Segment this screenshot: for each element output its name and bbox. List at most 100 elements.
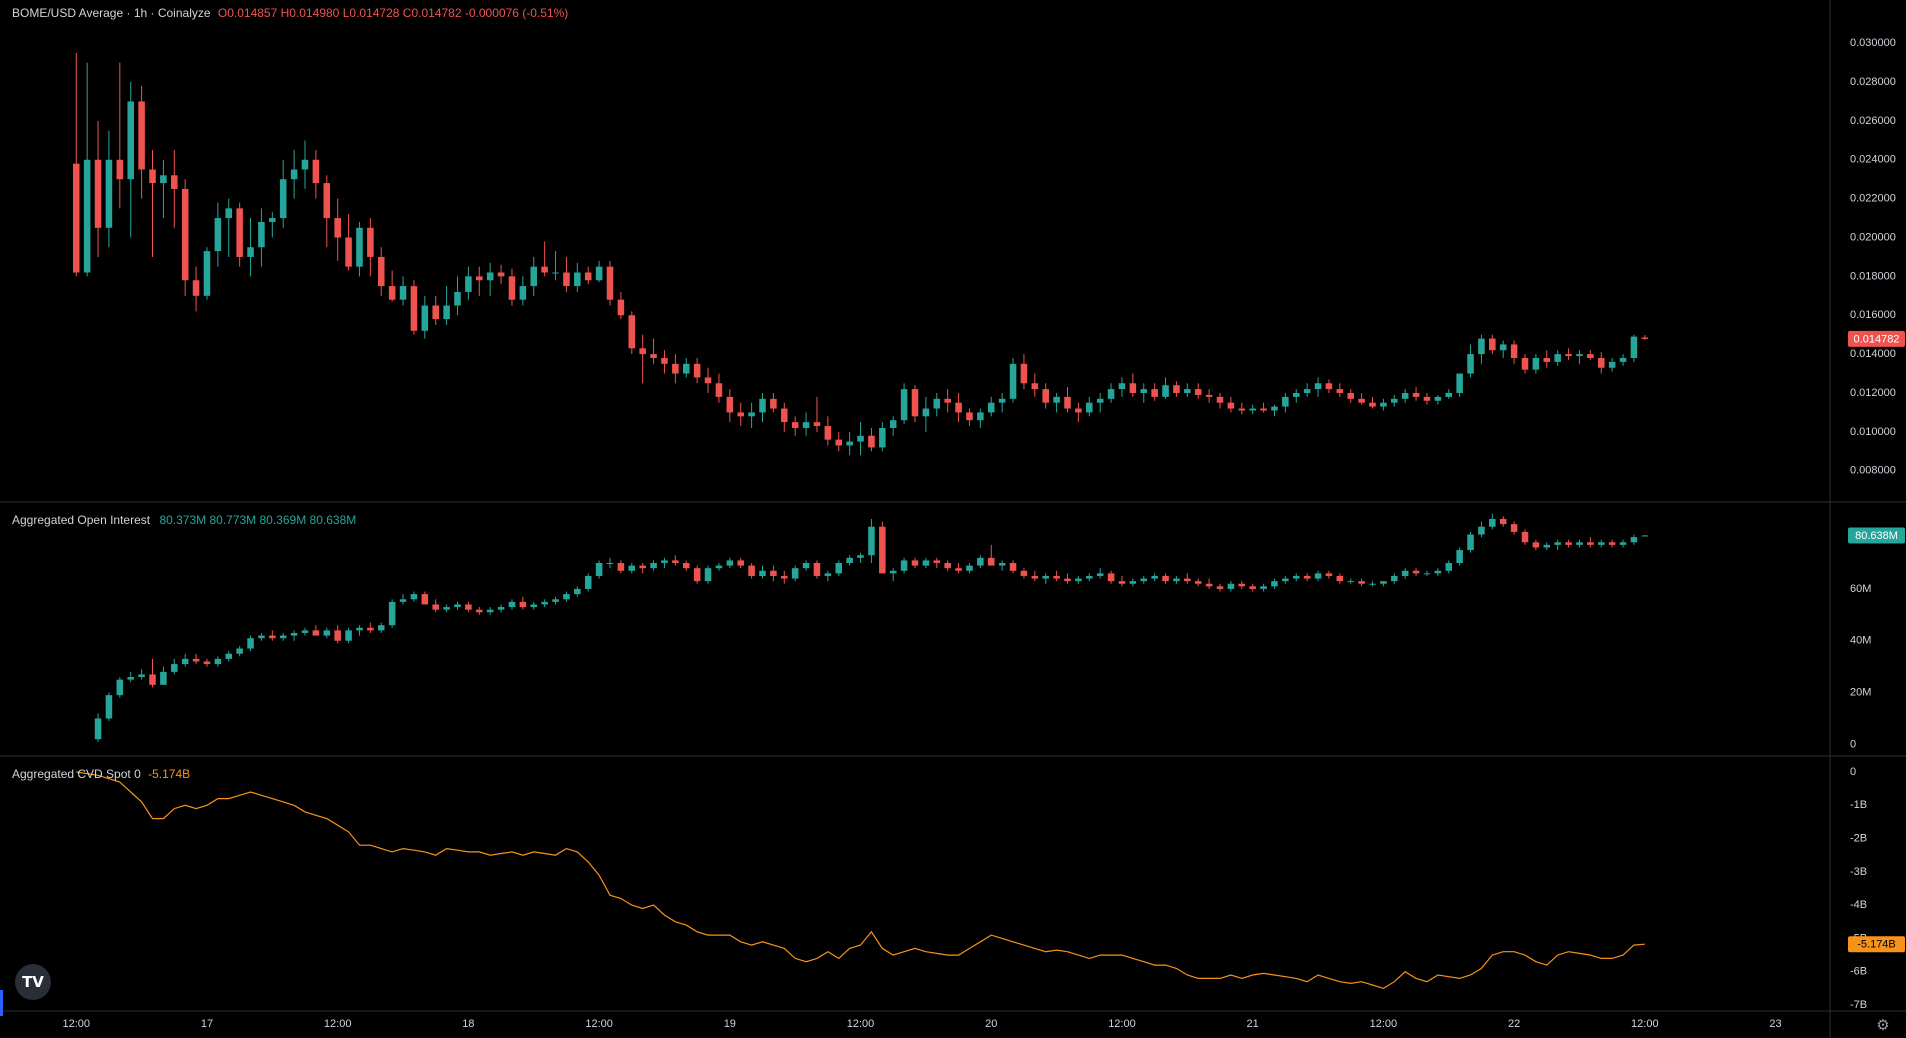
open-interest-legend: Aggregated Open Interest 80.373M 80.773M…	[12, 513, 356, 527]
price-candle-body	[759, 398, 766, 413]
oi-candle-body	[911, 560, 919, 566]
oi-candle-body	[1347, 581, 1354, 583]
oi-candle-body	[203, 661, 211, 665]
price-candle-body	[1554, 354, 1561, 362]
price-candle-body	[770, 398, 777, 409]
price-tick-label: 0.012000	[1850, 387, 1896, 399]
oi-candle-body	[399, 599, 407, 602]
high-label: H	[280, 6, 290, 20]
oi-candle-body	[1314, 573, 1322, 579]
oi-candle-body	[312, 630, 320, 636]
oi-candle-body	[715, 565, 723, 569]
price-candle-body	[519, 286, 527, 300]
oi-candle-body	[704, 568, 712, 582]
oi-candle-body	[530, 604, 538, 608]
price-candle-body	[312, 159, 320, 184]
price-candle-body	[1118, 383, 1126, 390]
oi-candle-body	[1423, 573, 1431, 575]
oi-candle-body	[1173, 578, 1180, 582]
oi-candle-body	[214, 658, 222, 665]
oi-candle-body	[269, 635, 276, 639]
oi-candle-body	[181, 658, 189, 665]
oi-values: 80.373M 80.773M 80.369M 80.638M	[159, 513, 357, 527]
oi-candle-body	[574, 588, 581, 595]
oi-candle-body	[116, 679, 124, 696]
price-candle-body	[171, 175, 178, 189]
price-candle-body	[410, 286, 418, 331]
price-candle-body	[1009, 363, 1017, 399]
price-candle-body	[650, 354, 657, 359]
oi-candle-body	[1118, 581, 1126, 584]
price-candle-body	[465, 276, 472, 292]
price-candle-body	[1129, 383, 1137, 393]
oi-candle-body	[998, 563, 1006, 566]
price-candle-body	[432, 305, 439, 320]
price-candle-body	[1445, 392, 1453, 397]
price-candle-body	[1641, 337, 1649, 339]
time-tick-label: 12:00	[62, 1018, 90, 1030]
oi-candle-body	[1249, 586, 1256, 589]
price-candle-body	[748, 412, 755, 417]
price-candle-body	[1608, 361, 1616, 368]
price-candle-body	[1336, 389, 1344, 393]
price-candle-body	[181, 188, 189, 281]
price-candle-body	[1075, 408, 1082, 413]
oi-candle-body	[497, 607, 505, 610]
price-candle-body	[279, 179, 287, 219]
oi-candle-body	[693, 568, 701, 582]
price-tick-label: 0.016000	[1850, 309, 1896, 321]
price-tick-label: 0.018000	[1850, 270, 1896, 282]
oi-candle-body	[1042, 575, 1049, 579]
oi-candle-body	[1467, 534, 1474, 551]
price-candle-body	[530, 266, 538, 287]
price-candle-body	[1194, 389, 1202, 395]
cvd-tick-label: -2B	[1850, 832, 1867, 844]
price-candle-body	[791, 422, 799, 428]
price-candle-body	[781, 408, 788, 423]
cvd-last-value: -5.174B	[1857, 939, 1896, 951]
oi-candle-body	[1194, 581, 1202, 584]
oi-candle-body	[802, 563, 810, 569]
price-candle-body	[127, 101, 134, 180]
open-value: 0.014857	[227, 6, 278, 20]
oi-candle-body	[1205, 583, 1213, 587]
price-candle-body	[1020, 363, 1028, 384]
price-candle-body	[388, 286, 396, 300]
price-candle-body	[1282, 396, 1289, 407]
oi-candle-body	[1587, 542, 1594, 545]
price-candle-body	[1151, 389, 1158, 397]
oi-candle-body	[813, 563, 821, 576]
oi-candle-body	[225, 653, 233, 659]
oi-candle-body	[1271, 581, 1278, 587]
cvd-tick-label: -6B	[1850, 966, 1867, 978]
price-tick-label: 0.030000	[1850, 37, 1896, 49]
oi-candle-body	[650, 563, 657, 569]
cvd-value: -5.174B	[148, 767, 191, 781]
price-candle-body	[1086, 402, 1093, 413]
oi-candle-body	[541, 601, 548, 605]
price-candle-body	[72, 163, 80, 273]
price-legend: BOME/USD Average · 1h · Coinalyze O0.014…	[12, 6, 568, 20]
price-candle-body	[160, 175, 167, 184]
gear-icon[interactable]: ⚙	[1876, 1016, 1890, 1034]
price-tick-label: 0.010000	[1850, 426, 1896, 438]
oi-candle-body	[966, 565, 973, 571]
high-value: 0.014980	[289, 6, 340, 20]
price-candle-body	[628, 315, 636, 349]
oi-candle-body	[661, 560, 668, 564]
tradingview-logo-icon[interactable]: TV	[15, 964, 51, 1000]
price-candle-body	[955, 402, 962, 413]
price-candle-body	[715, 383, 723, 397]
oi-candle-body	[1380, 581, 1387, 584]
time-tick-label: 21	[1247, 1018, 1259, 1030]
price-candle-body	[1216, 396, 1224, 403]
oi-tick-label: 60M	[1850, 583, 1871, 595]
price-candle-body	[1499, 344, 1507, 351]
oi-candle-body	[1282, 578, 1289, 582]
price-candle-body	[1303, 389, 1311, 393]
cvd-tick-label: -3B	[1850, 866, 1867, 878]
price-candle-body	[247, 247, 254, 257]
price-candle-body	[323, 183, 331, 219]
price-candle-body	[813, 422, 821, 427]
